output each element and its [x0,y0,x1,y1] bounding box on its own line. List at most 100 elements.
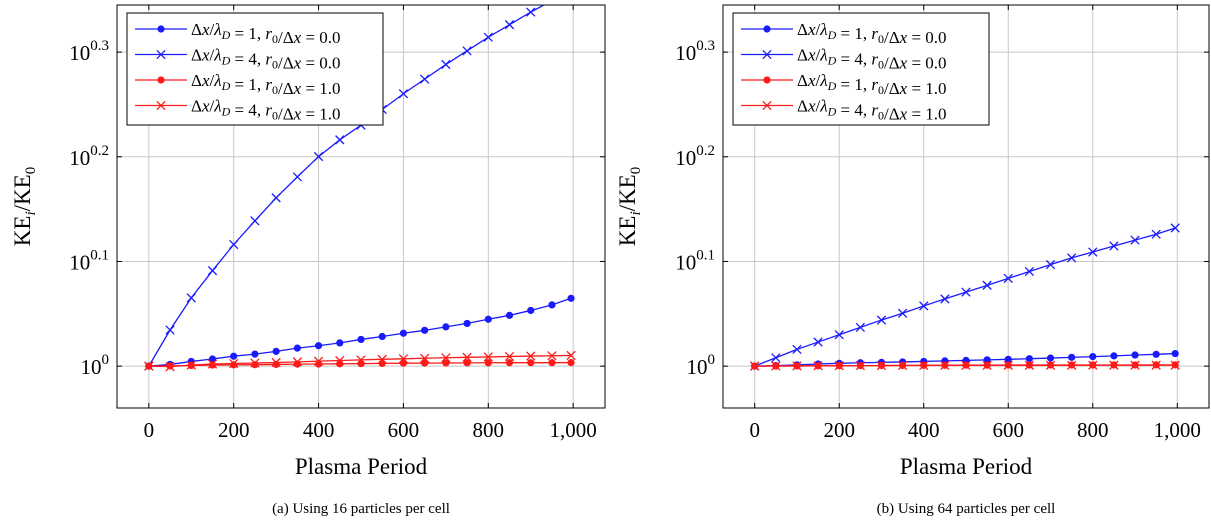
data-point [771,353,781,363]
legend-marker [157,76,165,84]
data-point [940,360,950,371]
data-point [1024,360,1035,370]
data-point [335,135,345,145]
x-tick-label: 600 [388,418,420,442]
data-point [165,361,175,372]
x-axis-label: Plasma Period [295,454,428,479]
y-tick-label: 100 [687,352,716,379]
data-point [462,46,472,56]
legend-label: Δx/λD = 4, r0/Δx = 0.0 [191,46,341,73]
data-point [1003,273,1013,284]
data-point [505,311,514,319]
data-point [1151,360,1161,370]
data-point [165,325,175,335]
data-point [1046,354,1055,362]
x-axis-label: Plasma Period [900,454,1033,479]
plot-frame [722,4,1210,409]
data-point [792,344,802,355]
data-point [207,266,218,276]
data-point [377,354,387,364]
data-point [834,361,844,371]
legend-entry: Δx/λD = 4, r0/Δx = 0.0 [135,46,341,73]
y-tick-label: 100.1 [69,247,109,274]
x-tick-label: 400 [303,418,335,442]
x-tick-label: 800 [1077,418,1109,442]
data-point [982,280,992,290]
data-point [1066,360,1077,370]
data-point [750,361,760,371]
data-point [547,5,556,6]
data-point [1109,241,1119,251]
data-point [442,323,450,331]
y-axis-label: KEi/KE0 [615,167,644,246]
data-point [208,361,217,369]
x-tick-label: 800 [473,418,505,442]
series-4 [144,350,576,372]
data-point [505,359,514,367]
data-point [421,359,429,367]
series-1 [145,294,575,370]
y-tick-label: 100.2 [675,143,715,170]
data-point [1171,349,1179,358]
data-point [229,358,239,369]
data-point [961,360,971,371]
x-tick-label: 1,000 [550,418,597,442]
y-tick-label: 100.2 [69,143,109,170]
data-point [272,347,280,355]
data-point [292,172,303,182]
y-tick-label: 100.1 [675,247,715,274]
data-point [813,337,823,347]
data-point [399,359,408,367]
data-point [462,352,472,362]
data-point [230,352,238,360]
data-point [463,319,471,328]
panel-caption: (a) Using 16 particles per cell [272,501,450,517]
data-point [1066,253,1077,263]
legend-marker [157,25,165,33]
data-point [484,315,492,323]
data-point [313,151,324,162]
legend-entry: Δx/λD = 4, r0/Δx = 1.0 [741,97,947,124]
data-point [271,357,281,368]
data-point [251,350,259,358]
data-point [250,358,260,368]
data-point [313,356,324,366]
legend-entry: Δx/λD = 4, r0/Δx = 1.0 [135,97,341,124]
data-point [421,326,429,334]
legend-label: Δx/λD = 4, r0/Δx = 1.0 [191,97,341,124]
data-point [897,360,908,371]
data-point [1025,355,1033,363]
panel-caption: (b) Using 64 particles per cell [877,501,1056,517]
data-point [483,352,493,362]
data-point [919,360,929,371]
legend-entry: Δx/λD = 1, r0/Δx = 0.0 [741,20,947,47]
data-point [876,315,887,325]
legend-label: Δx/λD = 4, r0/Δx = 1.0 [797,97,947,124]
data-point [336,360,344,368]
data-point [335,355,345,366]
x-tick-label: 200 [823,418,855,442]
y-tick-label: 100.3 [69,38,109,65]
data-point [1088,360,1098,370]
data-point [292,357,303,367]
legend-marker [763,25,771,33]
legend-entry: Δx/λD = 4, r0/Δx = 0.0 [741,46,947,73]
data-point [144,361,154,371]
data-point [250,216,260,226]
data-point [230,361,238,369]
data-point [855,360,866,371]
data-point [441,59,451,70]
data-point [336,339,344,347]
data-point [378,332,386,341]
legend-label: Δx/λD = 1, r0/Δx = 0.0 [797,20,947,47]
data-point [356,355,366,365]
data-point [483,32,493,42]
data-point [1130,235,1140,245]
data-point [357,335,365,344]
legend: Δx/λD = 1, r0/Δx = 0.0Δx/λD = 4, r0/Δx =… [126,12,384,126]
x-tick-label: 1,000 [1154,418,1201,442]
legend-marker [762,100,772,111]
data-point [792,361,802,371]
data-point [526,7,536,17]
